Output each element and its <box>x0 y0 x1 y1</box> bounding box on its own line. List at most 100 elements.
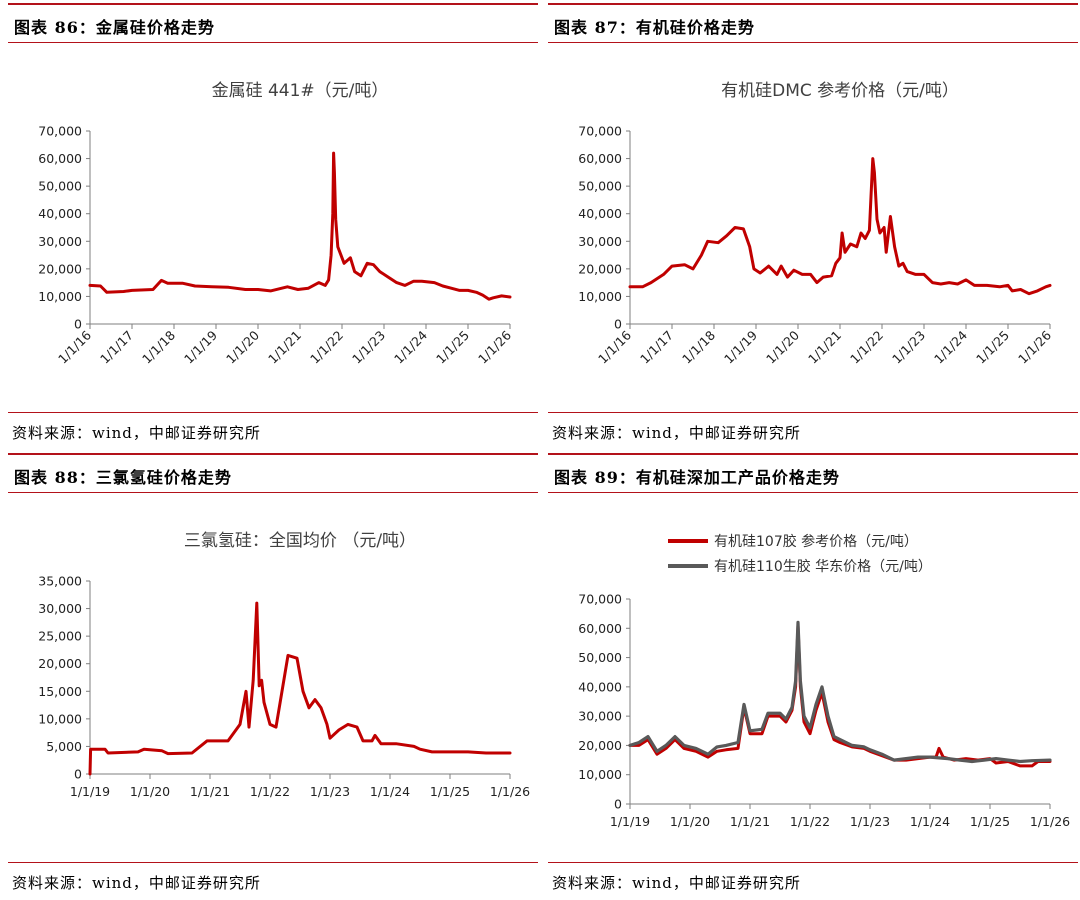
y-tick-label: 35,000 <box>38 574 82 589</box>
y-tick-label: 0 <box>614 797 622 812</box>
y-tick-label: 25,000 <box>38 629 82 644</box>
y-tick-label: 10,000 <box>578 767 622 782</box>
x-tick-label: 1/1/21 <box>805 328 844 367</box>
x-tick-label: 1/1/20 <box>223 327 262 366</box>
source-note: 资料来源：wind，中邮证券研究所 <box>548 862 1078 898</box>
y-tick-label: 60,000 <box>578 621 622 636</box>
panel-header: 图表 88：三氯氢硅价格走势 <box>8 453 538 493</box>
x-tick-label: 1/1/24 <box>391 327 430 366</box>
x-tick-label: 1/1/23 <box>310 784 350 799</box>
x-tick-label: 1/1/23 <box>850 814 890 829</box>
y-tick-label: 10,000 <box>38 289 82 304</box>
source-note-text: 资料来源：wind，中邮证券研究所 <box>12 874 261 892</box>
x-tick-label: 1/1/20 <box>763 327 802 366</box>
panel-header: 图表 87：有机硅价格走势 <box>548 3 1078 43</box>
y-tick-label: 60,000 <box>578 151 622 166</box>
x-tick-label: 1/1/16 <box>55 327 94 366</box>
y-tick-label: 0 <box>74 767 82 782</box>
panel-header-text: 图表 89：有机硅深加工产品价格走势 <box>554 468 840 487</box>
x-tick-label: 1/1/23 <box>889 328 928 367</box>
source-note: 资料来源：wind，中邮证券研究所 <box>548 412 1078 448</box>
chart-title: 金属硅 441#（元/吨） <box>212 81 389 101</box>
y-tick-label: 30,000 <box>38 234 82 249</box>
x-tick-label: 1/1/26 <box>475 327 514 366</box>
x-tick-label: 1/1/18 <box>139 327 178 366</box>
x-tick-label: 1/1/24 <box>370 784 410 799</box>
y-tick-label: 20,000 <box>38 656 82 671</box>
chart-title: 有机硅DMC 参考价格（元/吨） <box>721 81 959 101</box>
y-tick-label: 30,000 <box>578 709 622 724</box>
x-tick-label: 1/1/20 <box>670 814 710 829</box>
series-line-1 <box>88 151 512 301</box>
x-tick-label: 1/1/19 <box>610 814 650 829</box>
panel-header: 图表 86：金属硅价格走势 <box>8 3 538 43</box>
x-tick-label: 1/1/19 <box>70 784 110 799</box>
y-tick-label: 30,000 <box>38 601 82 616</box>
y-tick-label: 10,000 <box>578 289 622 304</box>
x-tick-label: 1/1/21 <box>730 814 770 829</box>
source-note-text: 资料来源：wind，中邮证券研究所 <box>12 424 261 442</box>
y-tick-label: 50,000 <box>578 650 622 665</box>
y-tick-label: 40,000 <box>578 679 622 694</box>
y-tick-label: 60,000 <box>38 151 82 166</box>
x-tick-label: 1/1/26 <box>1030 814 1070 829</box>
y-tick-label: 50,000 <box>38 179 82 194</box>
x-tick-label: 1/1/21 <box>265 328 304 367</box>
x-tick-label: 1/1/25 <box>970 814 1010 829</box>
x-tick-label: 1/1/25 <box>430 784 470 799</box>
series-line-2 <box>628 620 1052 764</box>
panel-header-text: 图表 86：金属硅价格走势 <box>14 18 215 37</box>
panel-header-text: 图表 88：三氯氢硅价格走势 <box>14 468 232 487</box>
x-tick-label: 1/1/22 <box>250 784 290 799</box>
panel-header: 图表 89：有机硅深加工产品价格走势 <box>548 453 1078 493</box>
series-line-1 <box>88 601 512 776</box>
x-tick-label: 1/1/20 <box>130 784 170 799</box>
x-tick-label: 1/1/21 <box>190 784 230 799</box>
chart-svg-trichlorosilane: 三氯氢硅：全国均价 （元/吨） 0 5,000 10,000 15,000 20,000 2… <box>38 531 530 799</box>
y-tick-label: 15,000 <box>38 684 82 699</box>
x-tick-label: 1/1/17 <box>637 328 676 367</box>
y-tick-label: 70,000 <box>578 124 622 139</box>
source-note-text: 资料来源：wind，中邮证券研究所 <box>552 874 801 892</box>
x-tick-label: 1/1/16 <box>595 327 634 366</box>
y-tick-label: 0 <box>74 317 82 332</box>
series-line-1 <box>628 157 1052 296</box>
x-tick-label: 1/1/24 <box>931 327 970 366</box>
y-tick-label: 20,000 <box>578 738 622 753</box>
y-tick-label: 40,000 <box>578 206 622 221</box>
x-tick-label: 1/1/25 <box>973 328 1012 367</box>
y-tick-label: 50,000 <box>578 179 622 194</box>
chart-title: 三氯氢硅：全国均价 （元/吨） <box>184 531 416 551</box>
y-tick-label: 70,000 <box>578 592 622 607</box>
y-tick-label: 0 <box>614 317 622 332</box>
y-tick-label: 10,000 <box>38 711 82 726</box>
chart-svg-silicone-products: 有机硅107胶 参考价格（元/吨） 有机硅110生胶 华东价格（元/吨） 0 10,0… <box>578 533 1070 829</box>
y-tick-label: 5,000 <box>46 739 82 754</box>
chart-svg-silicon-metal: 金属硅 441#（元/吨） 0 10,000 20,000 30,000 40,000 50… <box>38 81 514 367</box>
y-tick-label: 40,000 <box>38 206 82 221</box>
legend-label: 有机硅107胶 参考价格（元/吨） <box>714 533 918 550</box>
x-tick-label: 1/1/18 <box>679 327 718 366</box>
x-tick-label: 1/1/23 <box>349 328 388 367</box>
source-note: 资料来源：wind，中邮证券研究所 <box>8 862 538 898</box>
series-line-1 <box>628 623 1052 768</box>
y-tick-label: 70,000 <box>38 124 82 139</box>
y-tick-label: 20,000 <box>38 261 82 276</box>
legend-label: 有机硅110生胶 华东价格（元/吨） <box>714 558 932 575</box>
y-tick-label: 30,000 <box>578 234 622 249</box>
x-tick-label: 1/1/22 <box>847 328 886 367</box>
source-note: 资料来源：wind，中邮证券研究所 <box>8 412 538 448</box>
panel-header-text: 图表 87：有机硅价格走势 <box>554 18 755 37</box>
y-tick-label: 20,000 <box>578 261 622 276</box>
x-tick-label: 1/1/19 <box>181 327 220 366</box>
x-tick-label: 1/1/17 <box>97 328 136 367</box>
x-tick-label: 1/1/24 <box>910 814 950 829</box>
x-tick-label: 1/1/25 <box>433 328 472 367</box>
chart-svg-dmc: 有机硅DMC 参考价格（元/吨） 0 10,000 20,000 30,000 40,00… <box>578 81 1054 367</box>
source-note-text: 资料来源：wind，中邮证券研究所 <box>552 424 801 442</box>
x-tick-label: 1/1/22 <box>790 814 830 829</box>
x-tick-label: 1/1/26 <box>1015 327 1054 366</box>
x-tick-label: 1/1/26 <box>490 784 530 799</box>
x-tick-label: 1/1/19 <box>721 327 760 366</box>
x-tick-label: 1/1/22 <box>307 328 346 367</box>
